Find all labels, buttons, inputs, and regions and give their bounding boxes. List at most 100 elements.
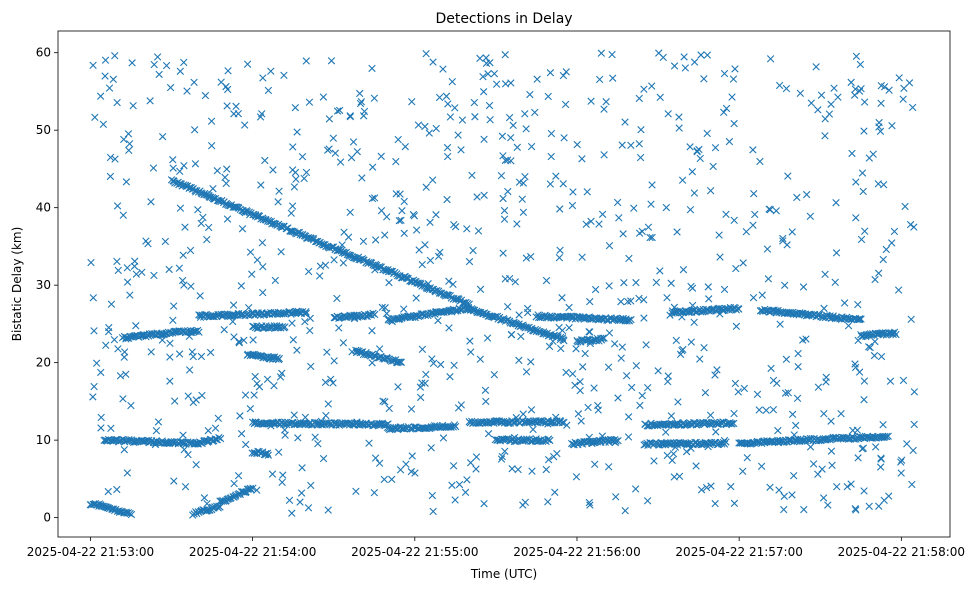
detection-marker bbox=[356, 99, 365, 108]
detection-marker bbox=[253, 256, 262, 264]
detection-marker bbox=[604, 363, 613, 371]
detection-marker bbox=[763, 245, 772, 253]
detection-marker bbox=[142, 237, 150, 245]
detection-marker bbox=[828, 461, 836, 470]
track-detection-marker bbox=[449, 423, 458, 431]
detection-marker bbox=[443, 143, 452, 152]
detection-marker bbox=[631, 485, 640, 493]
detection-marker bbox=[860, 395, 868, 404]
detection-marker bbox=[644, 384, 652, 392]
detection-marker bbox=[624, 413, 633, 421]
detection-marker bbox=[572, 345, 580, 353]
track-detection-marker bbox=[369, 422, 377, 430]
detection-marker bbox=[161, 237, 170, 246]
track-detection-marker bbox=[832, 313, 840, 322]
detection-marker bbox=[903, 440, 911, 448]
detection-marker bbox=[483, 334, 492, 342]
detection-marker bbox=[521, 110, 529, 118]
detection-marker bbox=[110, 335, 119, 344]
detection-marker bbox=[123, 278, 132, 286]
detection-marker bbox=[107, 300, 116, 308]
detection-marker bbox=[288, 509, 296, 517]
detection-marker bbox=[503, 303, 512, 311]
detection-marker bbox=[638, 391, 646, 400]
detection-marker bbox=[578, 253, 586, 261]
detection-marker bbox=[802, 190, 811, 199]
detection-marker bbox=[686, 206, 695, 214]
detection-marker bbox=[690, 189, 699, 197]
detection-marker bbox=[138, 268, 146, 277]
detection-marker bbox=[196, 292, 204, 300]
detection-marker bbox=[600, 151, 608, 159]
detection-marker bbox=[852, 214, 860, 222]
detection-marker bbox=[248, 270, 256, 278]
detection-marker bbox=[324, 506, 332, 514]
detection-marker bbox=[722, 104, 731, 113]
detection-marker bbox=[356, 89, 364, 98]
detection-marker bbox=[421, 379, 429, 387]
detection-marker bbox=[326, 375, 335, 383]
detection-marker bbox=[350, 314, 359, 323]
detection-marker bbox=[150, 271, 158, 280]
detection-marker bbox=[740, 384, 748, 393]
detection-marker bbox=[590, 384, 598, 392]
detection-marker bbox=[750, 189, 758, 198]
detection-marker bbox=[886, 377, 895, 385]
detection-marker bbox=[392, 190, 400, 198]
detection-marker bbox=[712, 428, 720, 436]
detection-marker bbox=[380, 475, 388, 484]
track-detection-marker bbox=[884, 432, 892, 440]
detection-marker bbox=[521, 173, 529, 181]
detection-marker bbox=[230, 333, 238, 341]
detection-marker bbox=[782, 84, 791, 93]
track-detection-marker bbox=[488, 418, 496, 427]
detection-marker bbox=[368, 326, 376, 335]
detection-marker bbox=[773, 379, 781, 387]
detection-marker bbox=[605, 463, 613, 471]
track-detection-marker bbox=[522, 323, 530, 331]
track-detection-marker bbox=[296, 230, 304, 239]
detection-marker bbox=[398, 207, 406, 215]
detection-marker bbox=[784, 388, 792, 397]
detection-marker bbox=[647, 200, 655, 208]
detection-marker bbox=[412, 294, 420, 302]
detection-marker bbox=[766, 483, 774, 491]
track-detection-marker bbox=[281, 323, 289, 331]
detection-marker bbox=[574, 410, 583, 418]
detection-marker bbox=[871, 337, 879, 346]
detection-marker bbox=[375, 345, 384, 353]
detection-marker bbox=[533, 75, 541, 83]
detection-marker bbox=[457, 401, 465, 409]
detection-marker bbox=[513, 143, 521, 152]
detection-marker bbox=[298, 464, 306, 472]
detection-marker bbox=[658, 440, 666, 448]
detection-marker bbox=[507, 330, 516, 339]
detection-marker bbox=[243, 60, 252, 68]
detection-marker bbox=[469, 246, 477, 255]
detection-marker bbox=[880, 496, 888, 504]
detection-marker bbox=[476, 355, 485, 363]
detection-marker bbox=[552, 172, 560, 180]
detection-marker bbox=[334, 246, 343, 254]
detection-marker bbox=[358, 174, 366, 182]
track-detection-marker bbox=[732, 306, 740, 314]
detection-marker bbox=[381, 231, 389, 239]
detection-marker bbox=[703, 51, 712, 59]
detection-marker bbox=[587, 217, 595, 226]
detection-marker bbox=[125, 146, 133, 155]
detection-marker bbox=[305, 98, 314, 106]
track-detection-marker bbox=[531, 325, 540, 334]
detection-marker bbox=[668, 456, 676, 465]
detection-marker bbox=[223, 165, 231, 173]
detection-marker bbox=[551, 488, 559, 496]
detection-marker bbox=[298, 153, 307, 161]
detection-marker bbox=[642, 341, 650, 349]
detection-marker bbox=[123, 264, 131, 272]
detection-marker bbox=[522, 368, 531, 376]
detection-marker bbox=[183, 87, 191, 95]
detection-marker bbox=[764, 275, 773, 283]
detection-marker bbox=[871, 443, 880, 451]
detection-marker bbox=[827, 100, 835, 108]
detection-marker bbox=[877, 99, 885, 107]
detection-marker bbox=[480, 191, 488, 199]
